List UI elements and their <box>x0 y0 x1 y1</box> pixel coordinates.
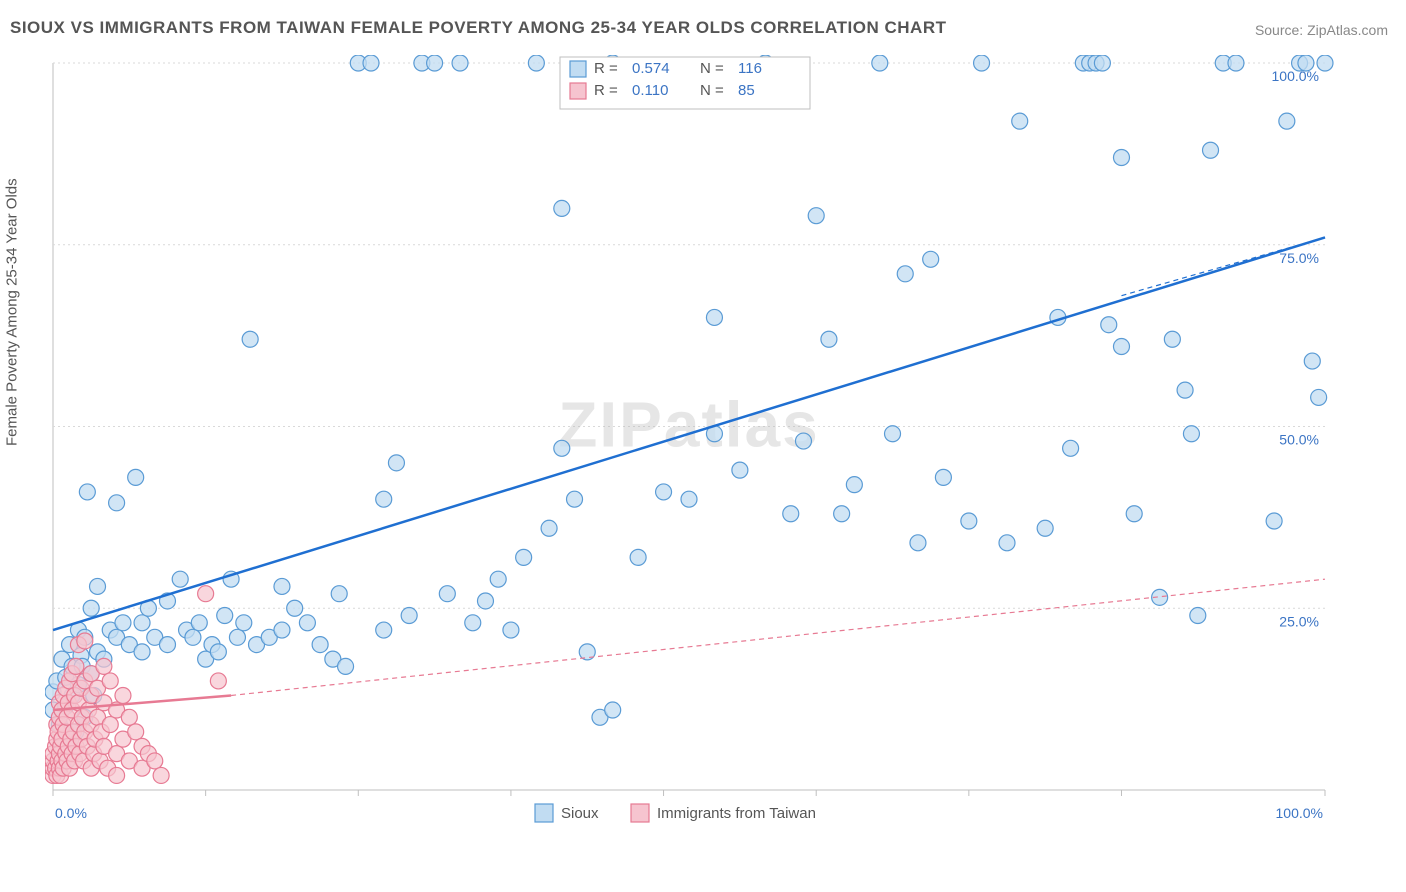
svg-text:100.0%: 100.0% <box>1276 805 1323 821</box>
source-attribution: Source: ZipAtlas.com <box>1255 22 1388 38</box>
chart-svg: ZIPatlas 25.0% 50.0% 75.0% 100.0% 0.0% 100.0% R… <box>45 55 1335 825</box>
svg-text:Immigrants from Taiwan: Immigrants from Taiwan <box>657 805 816 822</box>
svg-text:50.0%: 50.0% <box>1279 432 1319 448</box>
svg-text:0.0%: 0.0% <box>55 805 87 821</box>
svg-text:25.0%: 25.0% <box>1279 613 1319 629</box>
svg-text:N =: N = <box>700 82 724 99</box>
svg-text:Sioux: Sioux <box>561 805 599 822</box>
svg-text:100.0%: 100.0% <box>1272 68 1319 84</box>
svg-text:0.110: 0.110 <box>632 82 668 99</box>
plot-area: ZIPatlas 25.0% 50.0% 75.0% 100.0% 0.0% 100.0% R… <box>45 55 1335 825</box>
chart-container: SIOUX VS IMMIGRANTS FROM TAIWAN FEMALE P… <box>0 0 1406 892</box>
svg-text:R =: R = <box>594 82 618 99</box>
svg-text:75.0%: 75.0% <box>1279 250 1319 266</box>
svg-text:ZIPatlas: ZIPatlas <box>558 389 819 461</box>
svg-text:R =: R = <box>594 60 618 77</box>
svg-text:85: 85 <box>738 82 755 99</box>
chart-title: SIOUX VS IMMIGRANTS FROM TAIWAN FEMALE P… <box>10 18 947 38</box>
svg-text:N =: N = <box>700 60 724 77</box>
y-axis-label: Female Poverty Among 25-34 Year Olds <box>4 178 21 446</box>
svg-text:0.574: 0.574 <box>632 60 670 77</box>
svg-text:116: 116 <box>738 60 762 77</box>
